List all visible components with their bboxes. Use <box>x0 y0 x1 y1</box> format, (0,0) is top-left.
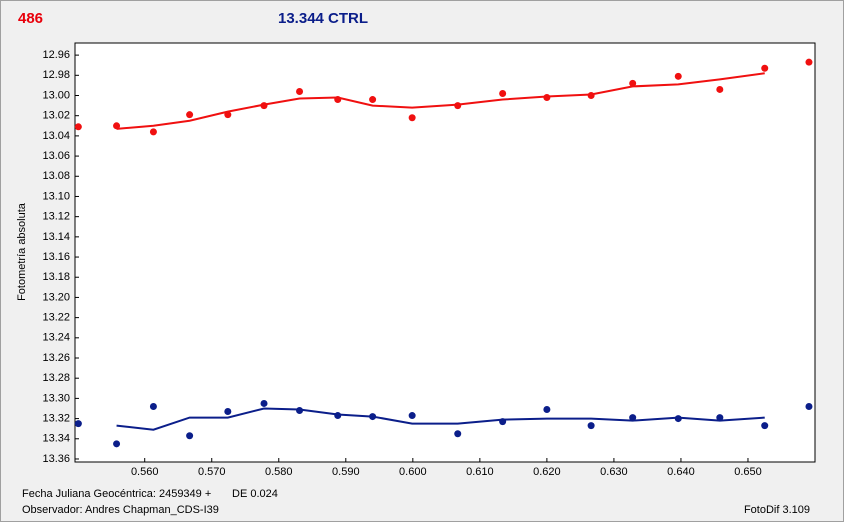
data-point <box>629 79 637 87</box>
data-point <box>761 64 769 72</box>
data-point <box>74 123 82 131</box>
y-tick-label: 13.02 <box>42 110 70 122</box>
data-point <box>805 402 813 410</box>
footer-app: FotoDif 3.109 <box>744 504 810 516</box>
data-point <box>369 96 377 104</box>
y-tick-label: 13.36 <box>42 453 70 465</box>
data-point <box>113 122 121 130</box>
data-point <box>74 420 82 428</box>
x-tick-label: 0.570 <box>198 466 226 478</box>
y-tick-label: 13.28 <box>42 372 70 384</box>
data-point <box>149 402 157 410</box>
footer-de: DE 0.024 <box>232 488 278 500</box>
y-tick-label: 13.08 <box>42 170 70 182</box>
data-point <box>186 432 194 440</box>
y-tick-label: 13.20 <box>42 291 70 303</box>
data-point <box>186 111 194 119</box>
y-tick-label: 13.00 <box>42 89 70 101</box>
data-point <box>805 58 813 66</box>
y-tick-label: 13.30 <box>42 392 70 404</box>
x-tick-label: 0.580 <box>265 466 293 478</box>
data-point <box>761 422 769 430</box>
chart-label: 486 <box>18 10 43 27</box>
x-tick-label: 0.600 <box>399 466 427 478</box>
data-point <box>716 414 724 422</box>
data-point <box>629 414 637 422</box>
data-point <box>674 72 682 80</box>
plot-area <box>74 42 816 463</box>
y-tick-label: 13.22 <box>42 312 70 324</box>
y-tick-label: 13.06 <box>42 150 70 162</box>
y-tick-label: 13.24 <box>42 332 70 344</box>
y-tick-label: 13.16 <box>42 251 70 263</box>
footer-observer: Observador: Andres Chapman_CDS-I39 <box>22 504 219 516</box>
footer-date: Fecha Juliana Geocéntrica: 2459349 + <box>22 488 211 500</box>
x-tick-label: 0.620 <box>533 466 561 478</box>
data-point <box>113 440 121 448</box>
data-point <box>587 422 595 430</box>
y-tick-label: 13.10 <box>42 190 70 202</box>
y-tick-label: 13.32 <box>42 412 70 424</box>
data-point <box>408 412 416 420</box>
data-point <box>296 87 304 95</box>
y-tick-label: 12.98 <box>42 69 70 81</box>
y-tick-label: 13.14 <box>42 231 70 243</box>
data-point <box>149 128 157 136</box>
x-tick-label: 0.560 <box>131 466 159 478</box>
data-point <box>260 399 268 407</box>
data-point <box>716 85 724 93</box>
y-tick-label: 13.18 <box>42 271 70 283</box>
y-tick-label: 13.26 <box>42 352 70 364</box>
y-tick-label: 13.34 <box>42 433 70 445</box>
chart-title: 13.344 CTRL <box>278 10 368 27</box>
y-axis-label: Fotometría absoluta <box>16 202 28 301</box>
fit-line <box>116 407 765 431</box>
data-point <box>543 405 551 413</box>
data-point <box>408 114 416 122</box>
x-tick-label: 0.650 <box>734 466 762 478</box>
x-tick-label: 0.630 <box>600 466 628 478</box>
x-tick-label: 0.590 <box>332 466 360 478</box>
x-tick-label: 0.610 <box>466 466 494 478</box>
data-point <box>454 430 462 438</box>
x-tick-label: 0.640 <box>667 466 695 478</box>
data-point <box>224 408 232 416</box>
y-tick-label: 12.96 <box>42 49 70 61</box>
y-tick-label: 13.12 <box>42 211 70 223</box>
fit-line <box>116 72 765 130</box>
y-tick-label: 13.04 <box>42 130 70 142</box>
data-point <box>499 89 507 97</box>
